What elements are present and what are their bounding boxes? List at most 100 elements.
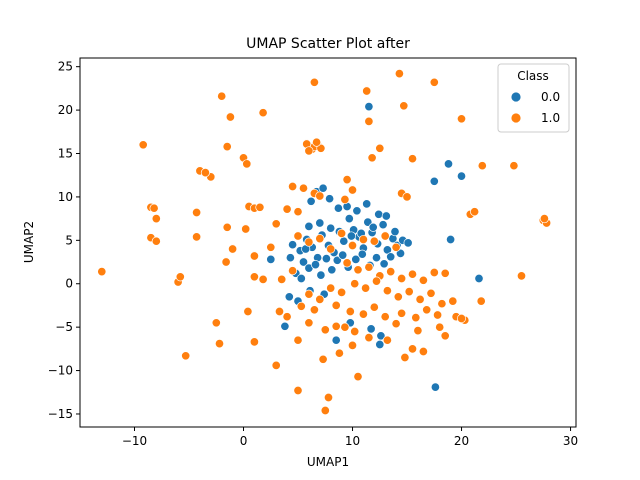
data-point-class-1-127 <box>243 306 253 317</box>
data-point-class-0-70 <box>326 223 336 233</box>
data-point-class-0-69 <box>315 218 325 228</box>
data-point-class-0-22 <box>403 238 413 248</box>
data-point-class-0-27 <box>321 254 331 264</box>
data-point-class-1-115 <box>282 204 292 214</box>
data-point-class-1-108 <box>255 202 265 212</box>
data-point-class-1-25 <box>404 287 414 297</box>
data-point-class-1-65 <box>304 146 314 156</box>
data-point-class-0-0 <box>288 240 298 250</box>
data-point-class-1-133 <box>293 385 303 396</box>
data-point-class-0-46 <box>352 206 362 216</box>
data-point-class-0-58 <box>331 335 341 345</box>
data-point-class-1-130 <box>249 337 259 347</box>
data-point-class-1-78 <box>222 142 232 152</box>
data-point-class-1-137 <box>400 352 410 363</box>
data-point-class-1-126 <box>258 274 268 284</box>
x-axis-title: UMAP1 <box>307 455 349 469</box>
data-point-class-1-103 <box>192 207 202 218</box>
legend: Class 0.0 1.0 <box>497 63 570 133</box>
data-point-class-0-35 <box>371 253 382 263</box>
data-point-class-1-91 <box>315 191 325 201</box>
data-point-class-1-70 <box>362 86 372 96</box>
data-point-class-1-26 <box>415 294 425 304</box>
data-point-class-1-113 <box>266 242 276 252</box>
data-point-class-1-17 <box>418 275 428 285</box>
data-point-class-1-105 <box>222 222 232 232</box>
data-point-class-1-2 <box>315 234 325 244</box>
data-point-class-1-141 <box>353 372 363 382</box>
data-point-class-1-109 <box>241 224 251 234</box>
data-point-class-0-56 <box>376 331 386 341</box>
y-axis-title: UMAP2 <box>22 221 36 263</box>
legend-label-1: 1.0 <box>541 111 560 125</box>
data-point-class-1-1 <box>304 237 314 247</box>
data-point-class-1-4 <box>337 228 347 238</box>
points-layer <box>97 69 552 416</box>
data-point-class-1-147 <box>288 266 298 276</box>
data-point-class-0-42 <box>318 183 328 193</box>
data-point-class-0-50 <box>284 292 294 302</box>
data-point-class-1-43 <box>422 305 432 315</box>
data-point-class-1-83 <box>200 168 210 178</box>
data-point-class-0-37 <box>386 252 396 262</box>
data-point-class-1-30 <box>337 287 347 297</box>
data-point-class-1-23 <box>382 286 392 296</box>
data-point-class-1-138 <box>418 346 428 357</box>
y-tick-label: −10 <box>48 364 73 378</box>
y-tick-label: 25 <box>58 60 73 74</box>
data-point-class-1-53 <box>340 322 350 332</box>
data-point-class-1-95 <box>347 185 358 195</box>
data-point-class-1-129 <box>214 339 225 349</box>
data-point-class-1-16 <box>407 269 418 279</box>
data-point-class-0-73 <box>368 222 378 232</box>
data-point-class-1-100 <box>151 214 161 224</box>
data-point-class-1-122 <box>97 267 107 277</box>
data-point-class-1-36 <box>331 300 341 310</box>
data-point-class-1-97 <box>470 207 480 217</box>
data-point-class-0-55 <box>366 324 376 334</box>
plot-frame <box>79 57 577 428</box>
data-point-class-1-114 <box>271 219 281 229</box>
data-point-class-1-5 <box>347 240 358 251</box>
x-axis: −10 0 10 20 30 <box>122 427 578 448</box>
data-point-class-1-68 <box>429 77 439 87</box>
data-point-class-1-116 <box>293 207 303 217</box>
data-point-class-0-66 <box>280 321 290 331</box>
data-point-class-0-23 <box>298 257 309 267</box>
data-point-class-0-75 <box>395 248 406 258</box>
data-point-class-1-14 <box>386 267 396 277</box>
data-point-class-1-11 <box>353 265 363 275</box>
legend-marker-0 <box>510 91 522 103</box>
data-point-class-1-22 <box>371 276 382 286</box>
data-point-class-1-87 <box>375 143 385 153</box>
data-point-class-1-38 <box>358 309 368 319</box>
data-point-class-0-30 <box>338 250 348 260</box>
data-point-class-1-52 <box>331 321 341 331</box>
data-point-class-1-10 <box>342 258 352 268</box>
data-point-class-0-48 <box>374 209 384 219</box>
data-point-class-0-57 <box>375 339 385 350</box>
data-point-class-1-57 <box>293 335 303 345</box>
data-point-class-0-9 <box>339 236 349 246</box>
data-point-class-1-94 <box>402 192 412 202</box>
data-point-class-1-119 <box>539 214 549 224</box>
data-point-class-1-112 <box>249 251 259 261</box>
data-point-class-0-64 <box>474 273 484 284</box>
data-point-class-1-6 <box>358 234 368 245</box>
data-point-class-1-121 <box>477 161 487 171</box>
data-point-class-1-74 <box>399 101 409 111</box>
data-point-class-0-49 <box>381 211 391 221</box>
data-point-class-1-80 <box>242 159 252 169</box>
data-point-class-1-48 <box>413 326 423 336</box>
data-point-class-1-54 <box>350 326 360 337</box>
y-tick-label: −15 <box>48 407 73 421</box>
data-point-class-1-31 <box>326 283 336 293</box>
data-point-class-1-85 <box>407 154 418 164</box>
data-point-class-1-15 <box>397 273 407 284</box>
data-point-class-1-49 <box>391 319 401 329</box>
data-point-class-1-131 <box>181 351 191 361</box>
data-point-class-1-144 <box>456 313 467 324</box>
data-point-class-1-135 <box>318 354 328 364</box>
data-point-class-1-66 <box>312 137 322 147</box>
